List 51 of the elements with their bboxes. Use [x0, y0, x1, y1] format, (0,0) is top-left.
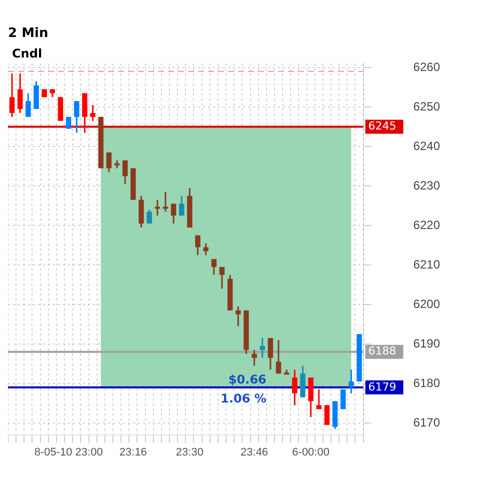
candlestick — [308, 376, 314, 418]
candlestick — [260, 337, 265, 359]
candlestick — [138, 195, 144, 228]
candlestick — [178, 195, 184, 216]
candlestick — [74, 100, 80, 134]
candlestick — [292, 368, 298, 406]
candlestick — [82, 92, 88, 134]
candlestick — [170, 203, 176, 224]
candlestick — [300, 364, 306, 398]
x-tick-label: 6-00:00 — [292, 446, 330, 458]
candlestick — [58, 96, 64, 122]
annotation: 1.06 % — [220, 391, 266, 406]
candlestick — [195, 234, 200, 256]
y-tick-label: 6210 — [413, 257, 440, 272]
candlestick — [106, 152, 112, 173]
ref-line-label: 6245 — [368, 120, 396, 133]
y-tick-label: 6250 — [413, 99, 440, 114]
x-tick-label: 23:46 — [240, 446, 268, 458]
ref-line-label: 6188 — [368, 344, 396, 358]
x-tick-label: 23:30 — [176, 446, 204, 458]
y-tick-label: 6170 — [413, 415, 440, 430]
candlestick — [276, 339, 282, 374]
x-tick-label: 23:16 — [119, 446, 147, 458]
candlestick — [219, 266, 225, 290]
ref-line-label: 6179 — [368, 380, 396, 394]
candlestick — [324, 404, 330, 426]
y-tick-label: 6220 — [413, 218, 440, 232]
text: Cndl — [12, 46, 42, 61]
chart-title: 2 Min — [8, 26, 48, 42]
candlestick — [268, 337, 274, 370]
candlestick — [9, 72, 15, 118]
y-tick-label: 6260 — [413, 60, 440, 74]
candlestick — [146, 208, 152, 224]
candlestick — [348, 368, 354, 394]
y-tick-label: 6190 — [413, 336, 440, 350]
candlestick — [211, 258, 217, 276]
annotation: $0.66 — [228, 372, 266, 386]
y-tick-label: 6180 — [413, 376, 440, 390]
candlestick — [252, 349, 257, 366]
candlestick — [236, 306, 241, 327]
candlestick — [34, 80, 39, 110]
y-tick-label: 6200 — [413, 296, 440, 311]
candlestick — [17, 72, 23, 114]
x-tick-label: 8-05-10 23:00 — [34, 446, 103, 458]
y-tick-label: 6240 — [413, 138, 440, 153]
candlestick — [26, 92, 31, 118]
candlestick — [90, 104, 96, 122]
y-tick-label: 6230 — [413, 178, 440, 192]
candlestick — [203, 242, 208, 256]
candlestick — [122, 160, 128, 185]
candlestick — [316, 388, 322, 410]
